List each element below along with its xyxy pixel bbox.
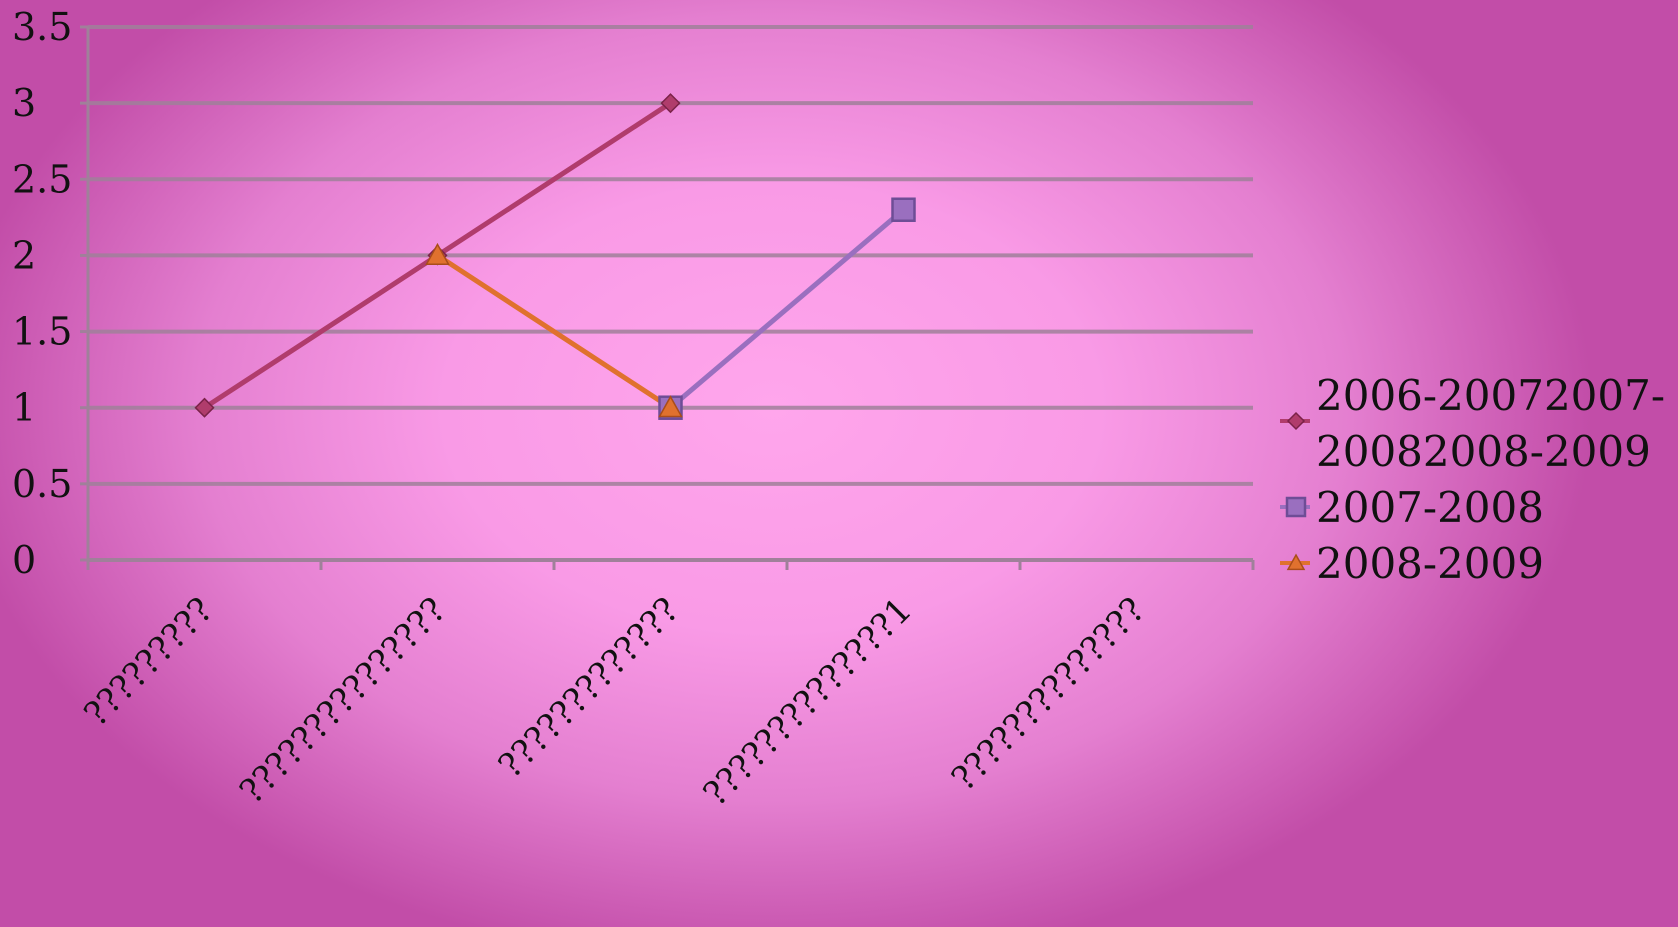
- x-axis-tick-labels: ????????????????????????????????????????…: [77, 590, 1153, 814]
- y-tick-label: 0: [12, 538, 36, 582]
- y-tick-label: 0.5: [12, 462, 72, 506]
- legend-label: 2006-20072007-: [1316, 371, 1665, 420]
- legend-label: 2007-2008: [1316, 483, 1544, 532]
- y-tick-label: 2.5: [12, 157, 72, 201]
- data-point: [425, 242, 450, 265]
- data-point: [660, 93, 681, 114]
- series-line: [668, 207, 906, 410]
- y-tick-label: 3: [12, 81, 36, 125]
- legend-label: 20082008-2009: [1316, 427, 1651, 476]
- x-tick-label: ?????????????: [491, 590, 687, 786]
- data-point: [194, 397, 215, 418]
- data-point: [891, 197, 916, 222]
- data-point: [658, 395, 683, 418]
- legend: 2006-20072007- 20082008-2009 2007-2008 2008…: [1280, 371, 1665, 588]
- y-tick-label: 2: [12, 233, 36, 277]
- legend-marker: [1285, 496, 1307, 518]
- legend-item: 2008-2009: [1280, 539, 1544, 588]
- series-markers: [194, 93, 916, 420]
- x-tick-label: ???????????????: [232, 590, 454, 812]
- y-axis-tick-labels: 0 0.5 1 1.5 2 2.5 3 3.5: [12, 5, 72, 582]
- legend-item: 2007-2008: [1280, 483, 1544, 532]
- y-tick-label: 1.5: [12, 310, 72, 354]
- y-tick-label: 3.5: [12, 5, 72, 49]
- x-tick-label: ??????????????1: [696, 590, 920, 814]
- x-tick-label: ??????????????: [944, 590, 1153, 799]
- legend-marker: [1286, 553, 1306, 571]
- legend-label: 2008-2009: [1316, 539, 1544, 588]
- y-tick-label: 1: [12, 386, 36, 430]
- series-line: [436, 253, 672, 410]
- x-tick-label: ?????????: [77, 590, 221, 734]
- legend-item: 2006-20072007- 20082008-2009: [1280, 371, 1665, 476]
- axes: [80, 25, 1255, 570]
- legend-marker: [1286, 411, 1306, 431]
